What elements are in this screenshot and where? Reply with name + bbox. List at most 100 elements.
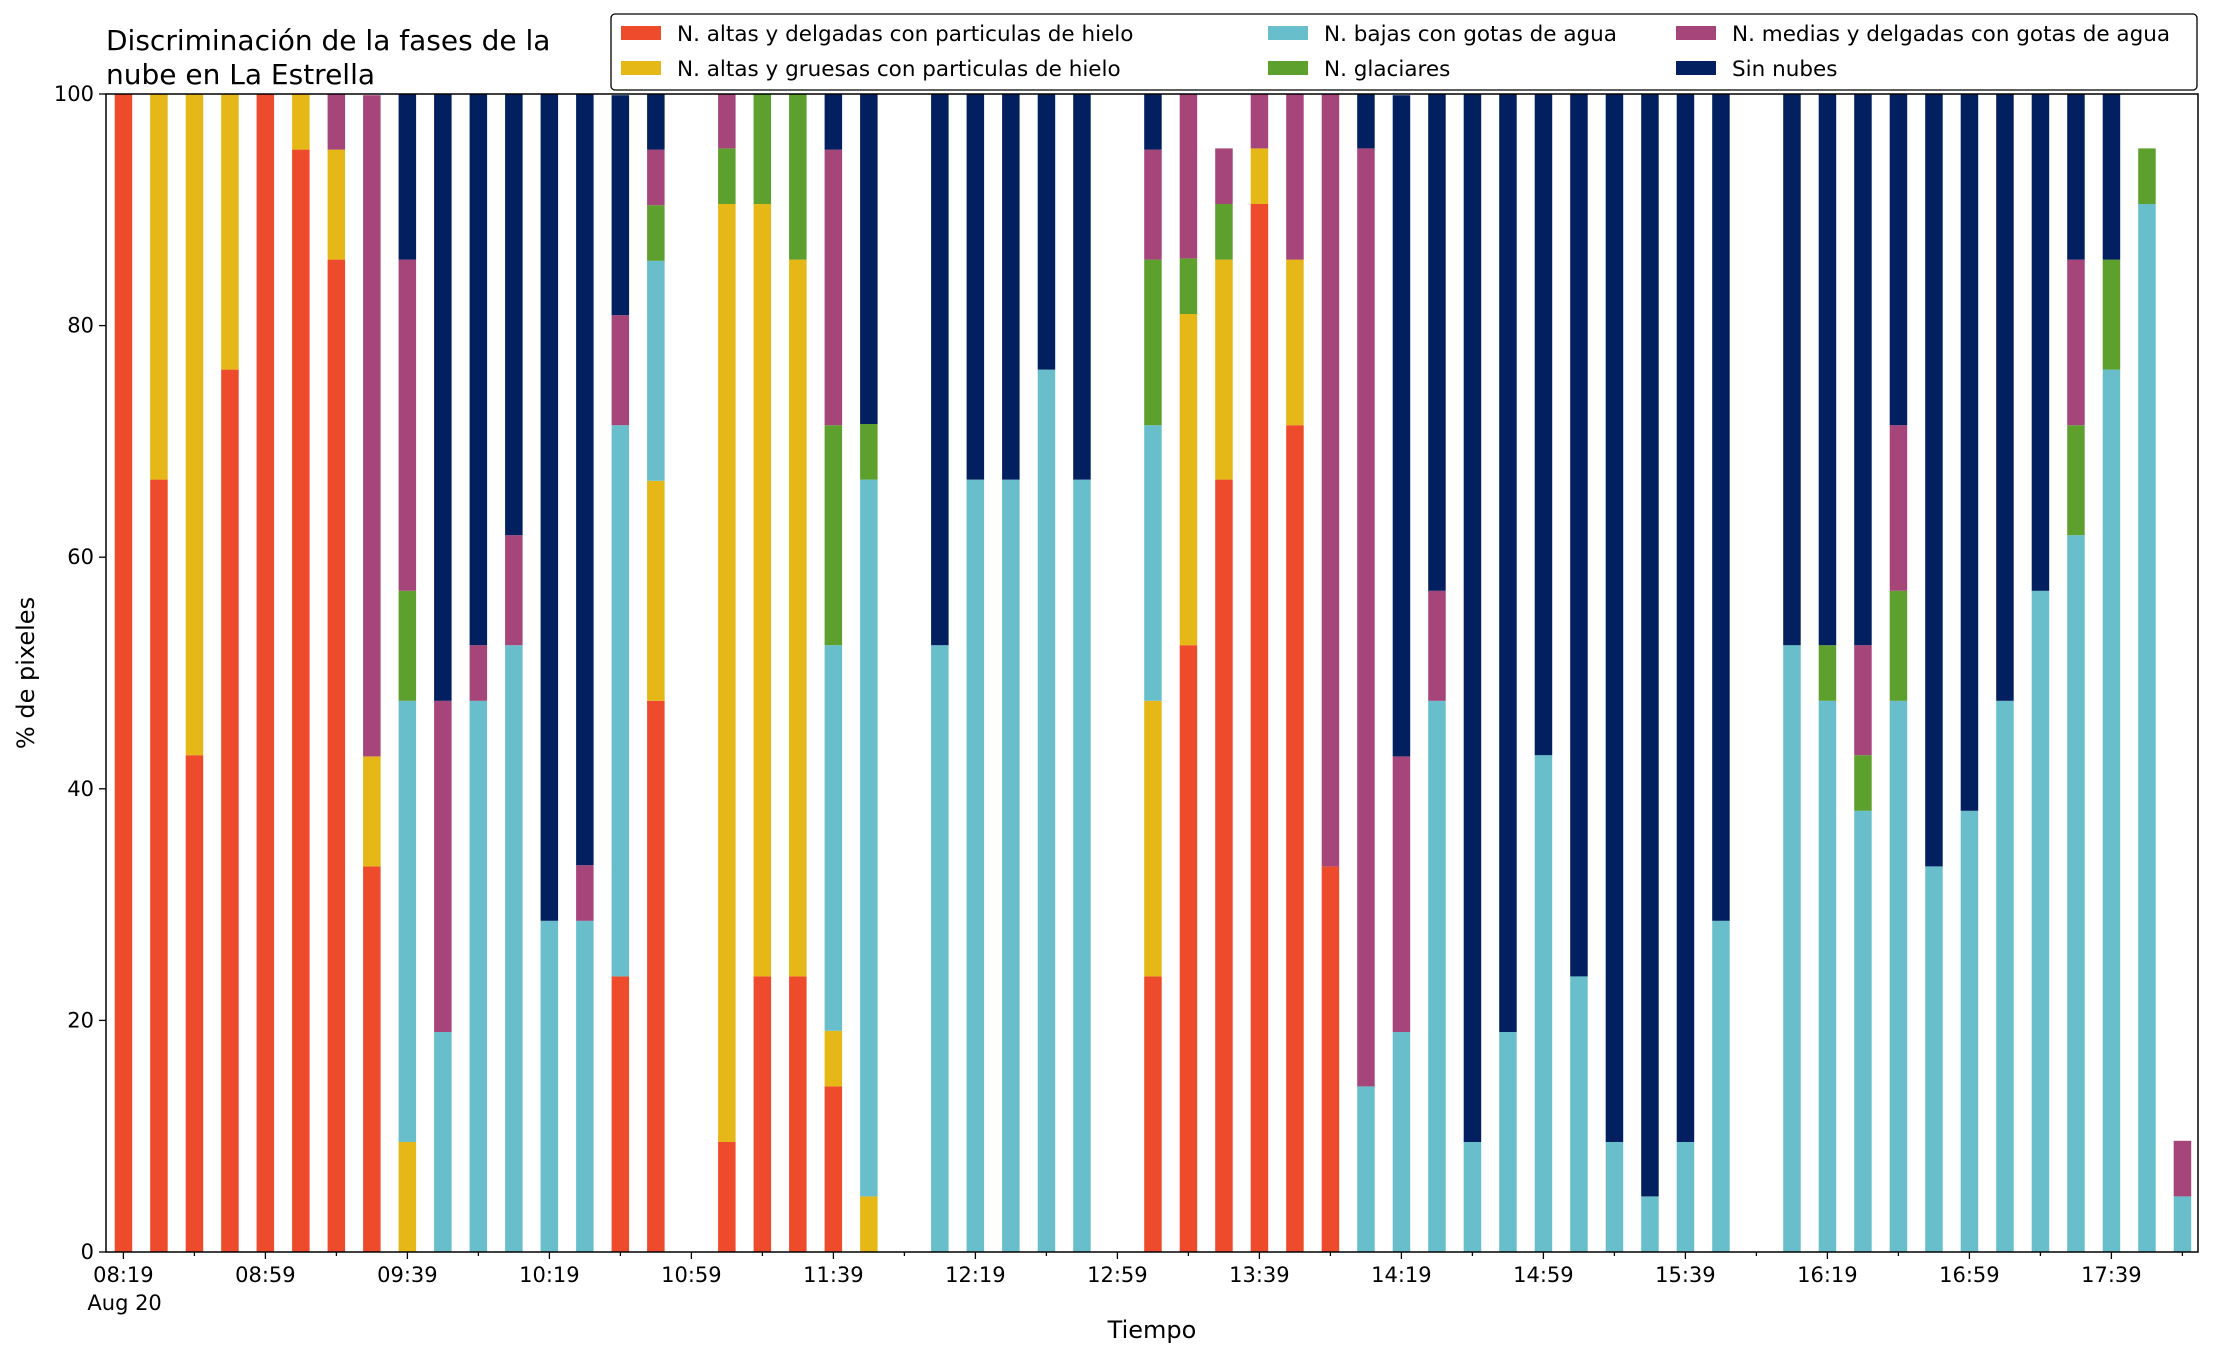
bar-segment — [1144, 149, 1162, 260]
y-tick-label: 80 — [67, 314, 94, 338]
bar-segment — [860, 94, 878, 424]
bar-segment — [1818, 645, 1837, 701]
bar-segment — [1037, 94, 1056, 370]
x-tick-label: 09:39 — [377, 1263, 438, 1287]
bar-segment — [398, 94, 417, 260]
bar-segment — [966, 94, 985, 480]
bar-segment — [1854, 94, 1872, 646]
bar-segment — [647, 480, 665, 701]
bar-segment — [1250, 148, 1269, 204]
y-tick-label: 0 — [81, 1240, 94, 1264]
legend-swatch — [621, 61, 661, 75]
bar-segment — [1215, 479, 1233, 1253]
bar-segment — [1889, 700, 1908, 1252]
x-tick-label: 17:39 — [2081, 1263, 2142, 1287]
bar-segment — [2102, 94, 2121, 260]
bar-segment — [292, 149, 310, 1253]
bar-segment — [718, 1142, 736, 1252]
bar-segment — [824, 94, 843, 150]
bar-segment — [1428, 94, 1446, 591]
bar-segment — [327, 149, 346, 260]
bar-segment — [505, 94, 523, 536]
bar-segment — [1996, 700, 2014, 1252]
bar-segment — [1215, 259, 1233, 480]
bar-segment — [647, 700, 665, 1252]
bar-segment — [1037, 369, 1056, 1253]
bar-segment — [434, 1032, 452, 1252]
bar-segment — [1534, 94, 1553, 756]
y-axis-label: % de pixeles — [12, 597, 40, 749]
bar-segment — [1321, 94, 1340, 867]
plot-frame — [105, 93, 2199, 1253]
bar-segment — [1818, 700, 1837, 1252]
bar-segment — [1889, 94, 1908, 426]
bar-segment — [2067, 425, 2085, 536]
bar-segment — [753, 94, 772, 204]
bar-segment — [1783, 94, 1801, 646]
bar-segment — [469, 94, 488, 646]
bar-segment — [1570, 94, 1588, 977]
bar-segment — [150, 479, 168, 1253]
bar-segment — [1463, 94, 1482, 1142]
bar-segment — [824, 1086, 843, 1252]
bar-segment — [327, 94, 346, 150]
bar-segment — [185, 755, 204, 1252]
bar-segment — [469, 700, 488, 1252]
legend-label: Sin nubes — [1732, 57, 1837, 82]
bar-segment — [1392, 756, 1411, 1032]
bar-segment — [398, 259, 417, 591]
bar-segment — [824, 1030, 843, 1087]
bar-segment — [1250, 204, 1269, 1252]
bar-segment — [1854, 645, 1872, 756]
bar-segment — [1499, 1032, 1517, 1252]
x-tick-label: 10:59 — [661, 1263, 722, 1287]
bar-segment — [1712, 94, 1730, 921]
bar-segment — [789, 94, 807, 260]
bar-segment — [1002, 94, 1020, 480]
bar-segment — [2138, 148, 2156, 204]
bar-segment — [1286, 94, 1304, 260]
bar-segment — [1605, 94, 1624, 1142]
bars-layer — [114, 94, 2192, 1253]
bar-segment — [931, 645, 949, 1252]
bar-segment — [1392, 1032, 1411, 1252]
x-axis: 08:19 08:59 09:39 10:19 10:59 11:39 12:19 12:59… — [87, 1252, 2184, 1315]
bar-segment — [434, 700, 452, 1032]
bar-segment — [611, 976, 630, 1252]
bar-segment — [718, 204, 736, 1142]
bar-segment — [1144, 94, 1162, 150]
bar-segment — [647, 94, 665, 150]
bar-segment — [824, 425, 843, 646]
bar-segment — [1286, 259, 1304, 426]
bar-segment — [114, 94, 133, 1252]
bar-segment — [398, 700, 417, 1142]
bar-segment — [434, 94, 452, 701]
bar-segment — [2031, 94, 2050, 591]
bar-segment — [1179, 645, 1198, 1252]
bar-segment — [185, 94, 204, 756]
x-tick-label: 14:19 — [1371, 1263, 1432, 1287]
bar-segment — [1925, 866, 1943, 1252]
bar-segment — [1428, 700, 1446, 1252]
bar-segment — [2067, 94, 2085, 260]
bar-segment — [576, 94, 594, 866]
bar-segment — [2102, 369, 2121, 1253]
bar-segment — [1641, 94, 1659, 1197]
legend: N. altas y delgadas con particulas de hi… — [610, 13, 2198, 91]
bar-segment — [1286, 425, 1304, 1252]
bar-segment — [1073, 94, 1091, 480]
bar-segment — [611, 95, 630, 316]
bar-segment — [1215, 148, 1233, 204]
bar-segment — [1889, 425, 1908, 591]
bar-segment — [1499, 94, 1517, 1032]
bar-segment — [150, 94, 168, 480]
bar-segment — [860, 1196, 878, 1252]
x-tick-label: 12:59 — [1087, 1263, 1148, 1287]
x-tick-label: 10:19 — [519, 1263, 580, 1287]
bar-segment — [469, 645, 488, 701]
bar-segment — [1179, 258, 1198, 314]
bar-segment — [1002, 479, 1020, 1253]
y-tick-label: 40 — [67, 777, 94, 801]
bar-segment — [966, 479, 985, 1253]
bar-segment — [398, 590, 417, 701]
